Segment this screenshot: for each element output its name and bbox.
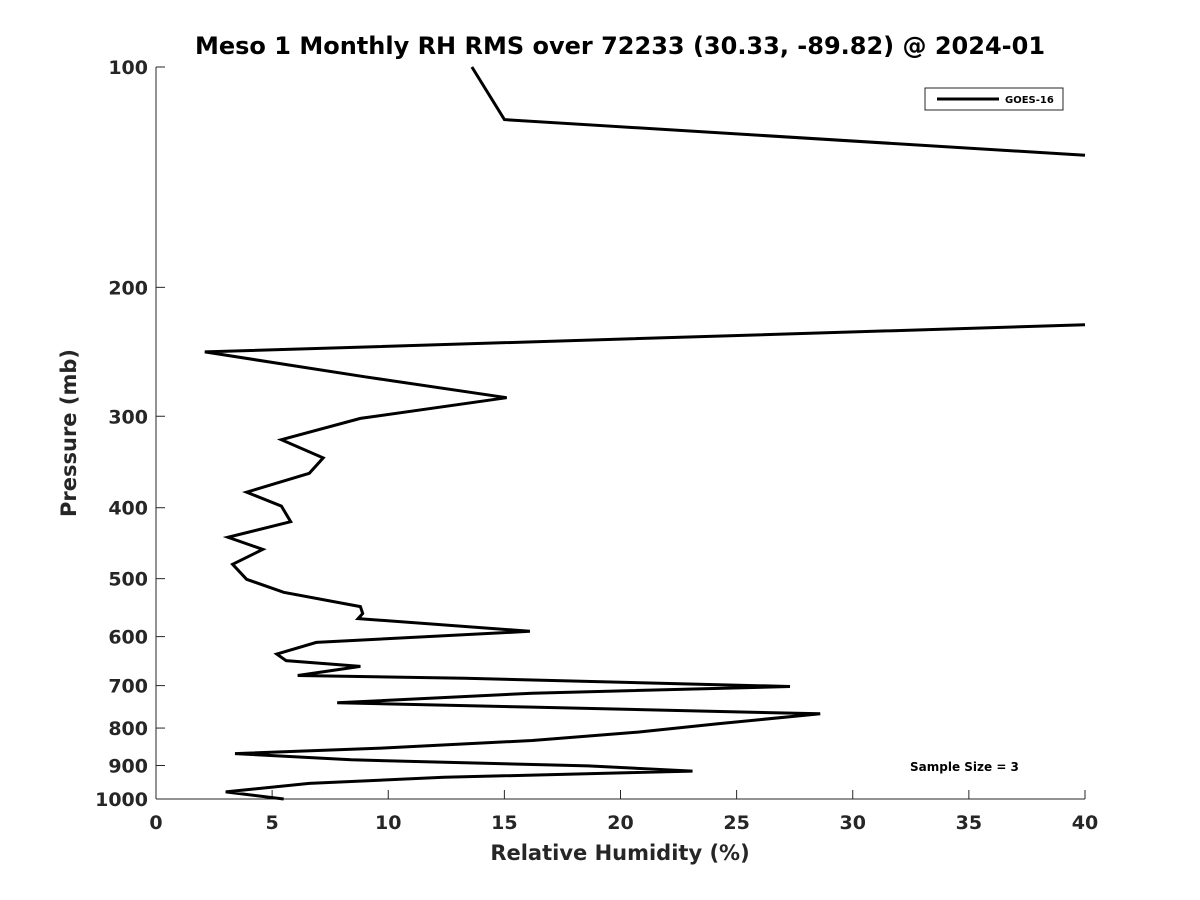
- x-tick-label: 30: [840, 812, 866, 834]
- x-tick-label: 0: [149, 812, 162, 834]
- series-line-goes-16: [204, 323, 1086, 801]
- series-line-goes-16: [470, 66, 1086, 157]
- legend-label-goes-16: GOES-16: [1005, 95, 1054, 106]
- x-axis-label: Relative Humidity (%): [490, 841, 749, 865]
- x-tick-label: 15: [491, 812, 517, 834]
- x-tick-label: 40: [1072, 812, 1098, 834]
- legend: GOES-16: [924, 87, 1064, 111]
- y-tick-label: 600: [108, 627, 148, 649]
- y-tick-label: 400: [108, 498, 148, 520]
- y-tick-label: 700: [108, 676, 148, 698]
- series-layer: [204, 66, 1086, 801]
- y-tick-label: 800: [108, 718, 148, 740]
- x-tick-label: 25: [723, 812, 749, 834]
- y-axis-label: Pressure (mb): [57, 349, 81, 517]
- y-tick-label: 300: [108, 406, 148, 428]
- y-tick-label: 100: [108, 57, 148, 79]
- chart-title: Meso 1 Monthly RH RMS over 72233 (30.33,…: [195, 32, 1045, 60]
- y-tick-label: 900: [108, 756, 148, 778]
- x-tick-label: 10: [375, 812, 401, 834]
- x-axis-ticks: 0 5 10 15 20 25 30 35 40: [149, 790, 1098, 834]
- x-tick-label: 5: [266, 812, 279, 834]
- y-tick-label: 500: [108, 569, 148, 591]
- y-axis-ticks: 100 200 300 400 500 600 700 800 900 1000: [95, 57, 165, 811]
- x-tick-label: 35: [956, 812, 982, 834]
- sample-size-annotation: Sample Size = 3: [910, 760, 1019, 774]
- y-tick-label: 1000: [95, 789, 148, 811]
- x-tick-label: 20: [607, 812, 633, 834]
- y-tick-label: 200: [108, 277, 148, 299]
